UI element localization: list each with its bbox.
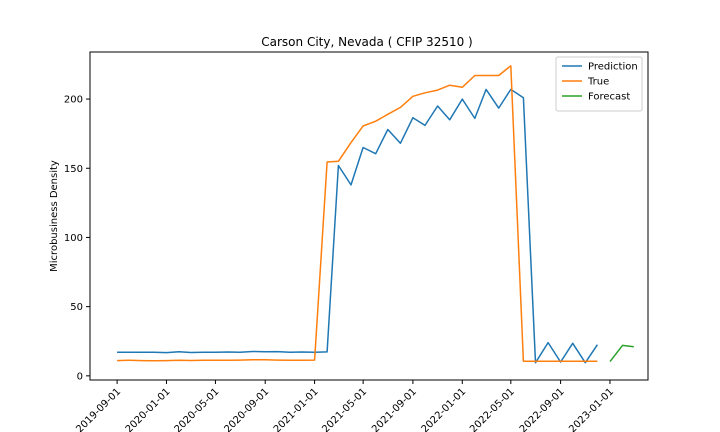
x-tick-label: 2019-09-01 (74, 386, 123, 432)
x-tick-label: 2023-01-01 (567, 386, 616, 432)
series-line-true (117, 65, 598, 363)
x-tick-label: 2022-09-01 (518, 386, 567, 432)
legend: Prediction True Forecast (555, 56, 643, 112)
x-tick-label: 2022-05-01 (468, 386, 517, 432)
y-axis-ticks: 0 50 100 150 200 (64, 95, 90, 382)
x-tick-label: 2020-05-01 (173, 386, 222, 432)
legend-label-prediction: Prediction (588, 62, 638, 73)
legend-label-true: True (587, 77, 609, 88)
x-axis-ticks: 2019-09-01 2020-01-01 2020-05-01 2020-09-01… (74, 380, 616, 432)
x-tick-label: 2022-01-01 (420, 386, 469, 432)
x-tick-label: 2021-01-01 (272, 386, 321, 432)
plot-frame (89, 51, 649, 381)
legend-label-forecast: Forecast (588, 92, 630, 103)
y-axis-title: Microbusiness Density (49, 160, 60, 272)
y-tick-label: 200 (64, 95, 83, 106)
x-tick-label: 2020-09-01 (222, 386, 271, 432)
x-tick-label: 2021-09-01 (370, 386, 419, 432)
x-tick-label: 2020-01-01 (124, 386, 173, 432)
x-tick-label: 2021-05-01 (320, 386, 369, 432)
y-tick-label: 0 (77, 371, 83, 382)
plot-lines (117, 65, 634, 364)
chart-title: Carson City, Nevada ( CFIP 32510 ) (261, 35, 472, 49)
series-line-prediction (117, 88, 599, 364)
y-tick-label: 100 (64, 233, 83, 244)
y-tick-label: 150 (64, 164, 83, 175)
y-tick-label: 50 (70, 302, 83, 313)
series-line-forecast (609, 344, 634, 363)
legend-box (555, 56, 643, 112)
